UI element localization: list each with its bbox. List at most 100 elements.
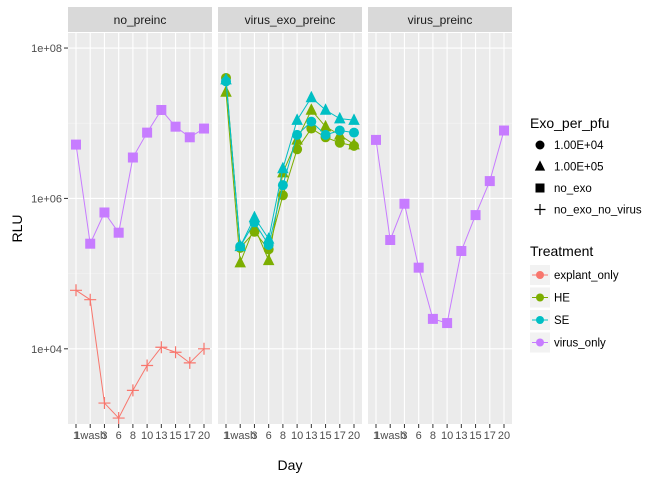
- panel-background: [368, 33, 512, 424]
- y-axis: 1e+08 1e+06 1e+04: [31, 43, 68, 356]
- data-point: [371, 134, 381, 145]
- data-point: [292, 129, 303, 140]
- data-point: [319, 119, 332, 132]
- x-tick-label: 6: [266, 430, 272, 442]
- data-point: [198, 342, 210, 355]
- x-tick-label: 8: [280, 430, 286, 442]
- series-line: [75, 289, 205, 419]
- x-tick-label: 1wash: [224, 430, 256, 442]
- data-point: [155, 341, 168, 354]
- legend-shape-label: no_exo_no_virus: [554, 205, 642, 217]
- x-tick-label: 3: [101, 430, 107, 442]
- x-tick-label: 8: [130, 430, 136, 442]
- data-point: [220, 85, 232, 97]
- legend-shape: Exo_per_pfu 1.00E+04 1.00E+05 no_exo no_exo_…: [530, 115, 642, 217]
- legend-key-point: [536, 316, 544, 324]
- data-point: [142, 127, 153, 138]
- data-point: [334, 137, 345, 148]
- data-point: [470, 210, 481, 221]
- legend-shape-label: no_exo: [554, 183, 592, 195]
- facet-strip-label: virus_exo_preinc: [245, 13, 336, 27]
- x-tick-label: 20: [348, 430, 360, 442]
- legend-key-point: [536, 338, 544, 347]
- series-line: [375, 130, 505, 324]
- data-point: [305, 90, 318, 103]
- legend-shape-label: 1.00E+04: [554, 140, 604, 152]
- panel-background: [218, 33, 362, 424]
- x-tick-label: 1wash: [374, 430, 406, 442]
- data-point: [277, 161, 289, 174]
- data-point: [442, 318, 453, 329]
- series-line: [225, 81, 355, 249]
- x-tick-label: 15: [169, 430, 181, 442]
- data-point: [184, 132, 195, 143]
- x-tick-label: 17: [334, 430, 346, 442]
- x-tick-label: 6: [416, 430, 422, 442]
- facet-strip-label: no_preinc: [114, 13, 167, 27]
- data-point: [306, 123, 317, 134]
- y-tick-label: 1e+04: [31, 344, 62, 356]
- data-point: [183, 356, 196, 369]
- legend-key-point: [536, 271, 544, 279]
- data-point: [262, 232, 275, 244]
- data-point: [99, 207, 110, 218]
- data-point: [262, 253, 275, 266]
- data-point: [71, 139, 81, 150]
- data-point: [70, 284, 82, 297]
- series-explant_only-no_exo_no_virus: [70, 284, 210, 425]
- x-tick-label: 17: [484, 430, 496, 442]
- legend-key-triangle: [534, 160, 546, 171]
- x-tick-label: 3: [401, 430, 407, 442]
- data-point: [234, 255, 246, 268]
- data-point: [169, 346, 182, 359]
- data-point: [98, 397, 111, 410]
- x-tick-label: 1: [373, 430, 379, 442]
- data-point: [413, 262, 424, 273]
- y-tick-label: 1e+06: [31, 193, 62, 205]
- x-tick-label: 17: [184, 430, 196, 442]
- facet-strip: [218, 7, 362, 32]
- data-point: [320, 129, 331, 140]
- legend-color-label: virus_only: [554, 338, 606, 350]
- data-point: [499, 125, 509, 136]
- data-point: [305, 103, 318, 115]
- x-tick-label: 13: [155, 430, 167, 442]
- data-point: [348, 137, 360, 150]
- facet-strip: [68, 7, 212, 32]
- legend-shape-label: 1.00E+05: [554, 162, 604, 174]
- x-axis-title: Day: [278, 457, 303, 473]
- data-point: [126, 384, 139, 397]
- panel-background: [68, 33, 212, 424]
- data-point: [291, 113, 303, 125]
- series-line: [225, 91, 355, 263]
- legend-color-label: HE: [554, 293, 570, 305]
- legend-key-plus: [534, 204, 546, 215]
- x-tick-label: 13: [455, 430, 467, 442]
- data-point: [427, 313, 438, 324]
- data-point: [306, 116, 317, 127]
- series-line: [225, 79, 355, 249]
- x-tick-label: 13: [305, 430, 317, 442]
- legend-color: Treatment explant_only HE SE virus_only: [530, 243, 619, 353]
- x-tick-label: 1wash: [74, 430, 106, 442]
- x-tick-label: 20: [198, 430, 210, 442]
- x-tick-label: 10: [291, 430, 303, 442]
- y-axis-title: RLU: [9, 214, 25, 242]
- data-point: [156, 104, 167, 115]
- data-point: [385, 234, 396, 245]
- data-point: [319, 103, 332, 115]
- data-point: [84, 293, 97, 306]
- series-line: [75, 109, 205, 246]
- series-SE-1.00E+05: [220, 72, 360, 252]
- legend: Exo_per_pfu 1.00E+04 1.00E+05 no_exo no_exo_…: [530, 115, 642, 353]
- x-tick-label: 15: [469, 430, 481, 442]
- legend-color-title: Treatment: [530, 243, 593, 259]
- data-point: [170, 121, 181, 132]
- data-point: [334, 125, 345, 136]
- series-line: [225, 77, 355, 251]
- x-tick-label: 3: [251, 430, 257, 442]
